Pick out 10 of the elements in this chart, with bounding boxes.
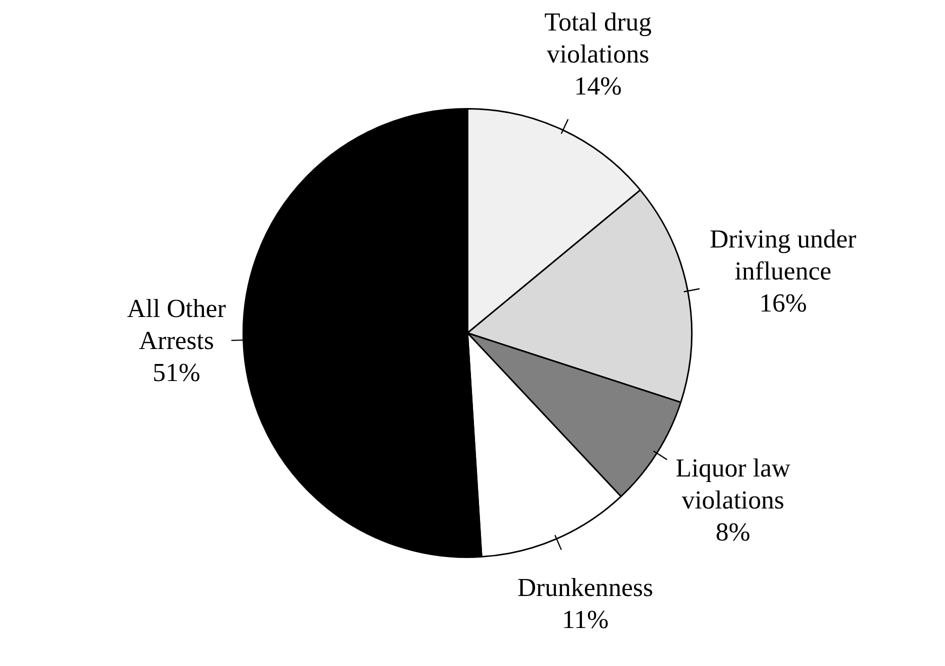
data-label: 51% — [152, 358, 200, 387]
slice-label: Driving under influence — [710, 224, 857, 286]
data-label: 11% — [562, 605, 609, 634]
slice-label: Total drug violations — [544, 7, 652, 68]
slice-label: Drunkenness — [517, 573, 654, 602]
slice-label: Liquor law violations — [676, 453, 791, 514]
slice-label: All Other Arrests — [126, 294, 226, 355]
data-label: 14% — [574, 71, 622, 100]
data-label: 8% — [716, 517, 750, 546]
data-label: 16% — [759, 288, 807, 318]
